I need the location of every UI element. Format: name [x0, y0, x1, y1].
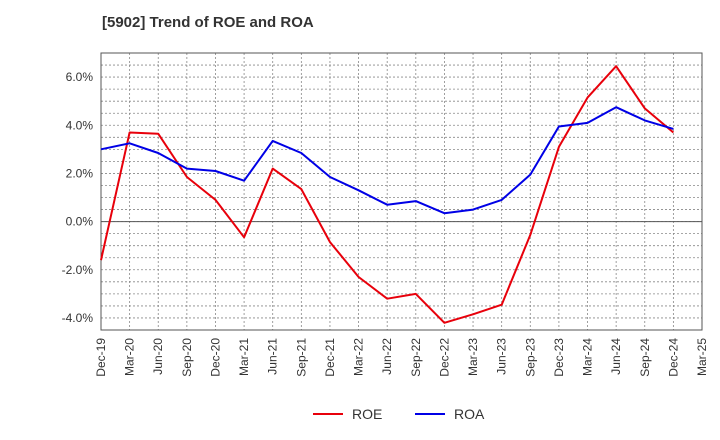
- x-tick-label: Jun-23: [495, 338, 509, 375]
- x-tick-label: Sep-20: [180, 338, 194, 377]
- x-tick-label: Mar-25: [695, 338, 709, 376]
- x-tick-label: Sep-22: [409, 338, 423, 377]
- plot-area-border: [100, 52, 703, 331]
- x-tick-label: Dec-20: [208, 338, 222, 377]
- grid-lines: [101, 53, 702, 330]
- series-line-roa: [100, 106, 674, 215]
- x-tick-label: Dec-21: [323, 338, 337, 377]
- y-tick-label: -2.0%: [62, 263, 94, 277]
- x-tick-label: Sep-24: [638, 338, 652, 377]
- y-tick-label: 0.0%: [66, 215, 94, 229]
- x-tick-label: Mar-21: [237, 338, 251, 376]
- x-tick-label: Dec-19: [94, 338, 108, 377]
- legend-label-roa: ROA: [454, 406, 485, 422]
- chart-title: [5902] Trend of ROE and ROA: [102, 14, 314, 31]
- y-axis-tick-labels: 6.0% 4.0% 2.0% 0.0% -2.0% -4.0%: [62, 70, 94, 325]
- x-tick-label: Jun-24: [609, 338, 623, 375]
- y-tick-label: 4.0%: [66, 118, 94, 132]
- x-tick-label: Dec-23: [552, 338, 566, 377]
- x-tick-label: Jun-22: [380, 338, 394, 375]
- x-tick-label: Mar-23: [466, 338, 480, 376]
- legend: ROE ROA: [313, 406, 485, 422]
- x-tick-label: Jun-20: [151, 338, 165, 375]
- x-tick-label: Dec-24: [666, 338, 680, 377]
- legend-label-roe: ROE: [352, 406, 382, 422]
- y-tick-label: 2.0%: [66, 166, 94, 180]
- series-line-roe: [100, 65, 675, 324]
- x-axis-tick-labels: Dec-19 Mar-20 Jun-20 Sep-20 Dec-20 Mar-21 Jun-…: [94, 338, 709, 377]
- x-tick-label: Mar-20: [123, 338, 137, 376]
- x-tick-label: Mar-22: [352, 338, 366, 376]
- x-tick-label: Sep-21: [294, 338, 308, 377]
- x-tick-label: Sep-23: [523, 338, 537, 377]
- x-tick-label: Jun-21: [266, 338, 280, 375]
- series-lines: [100, 65, 675, 324]
- x-tick-label: Mar-24: [581, 338, 595, 376]
- y-tick-label: 6.0%: [66, 70, 94, 84]
- y-tick-label: -4.0%: [62, 311, 94, 325]
- x-tick-label: Dec-22: [437, 338, 451, 377]
